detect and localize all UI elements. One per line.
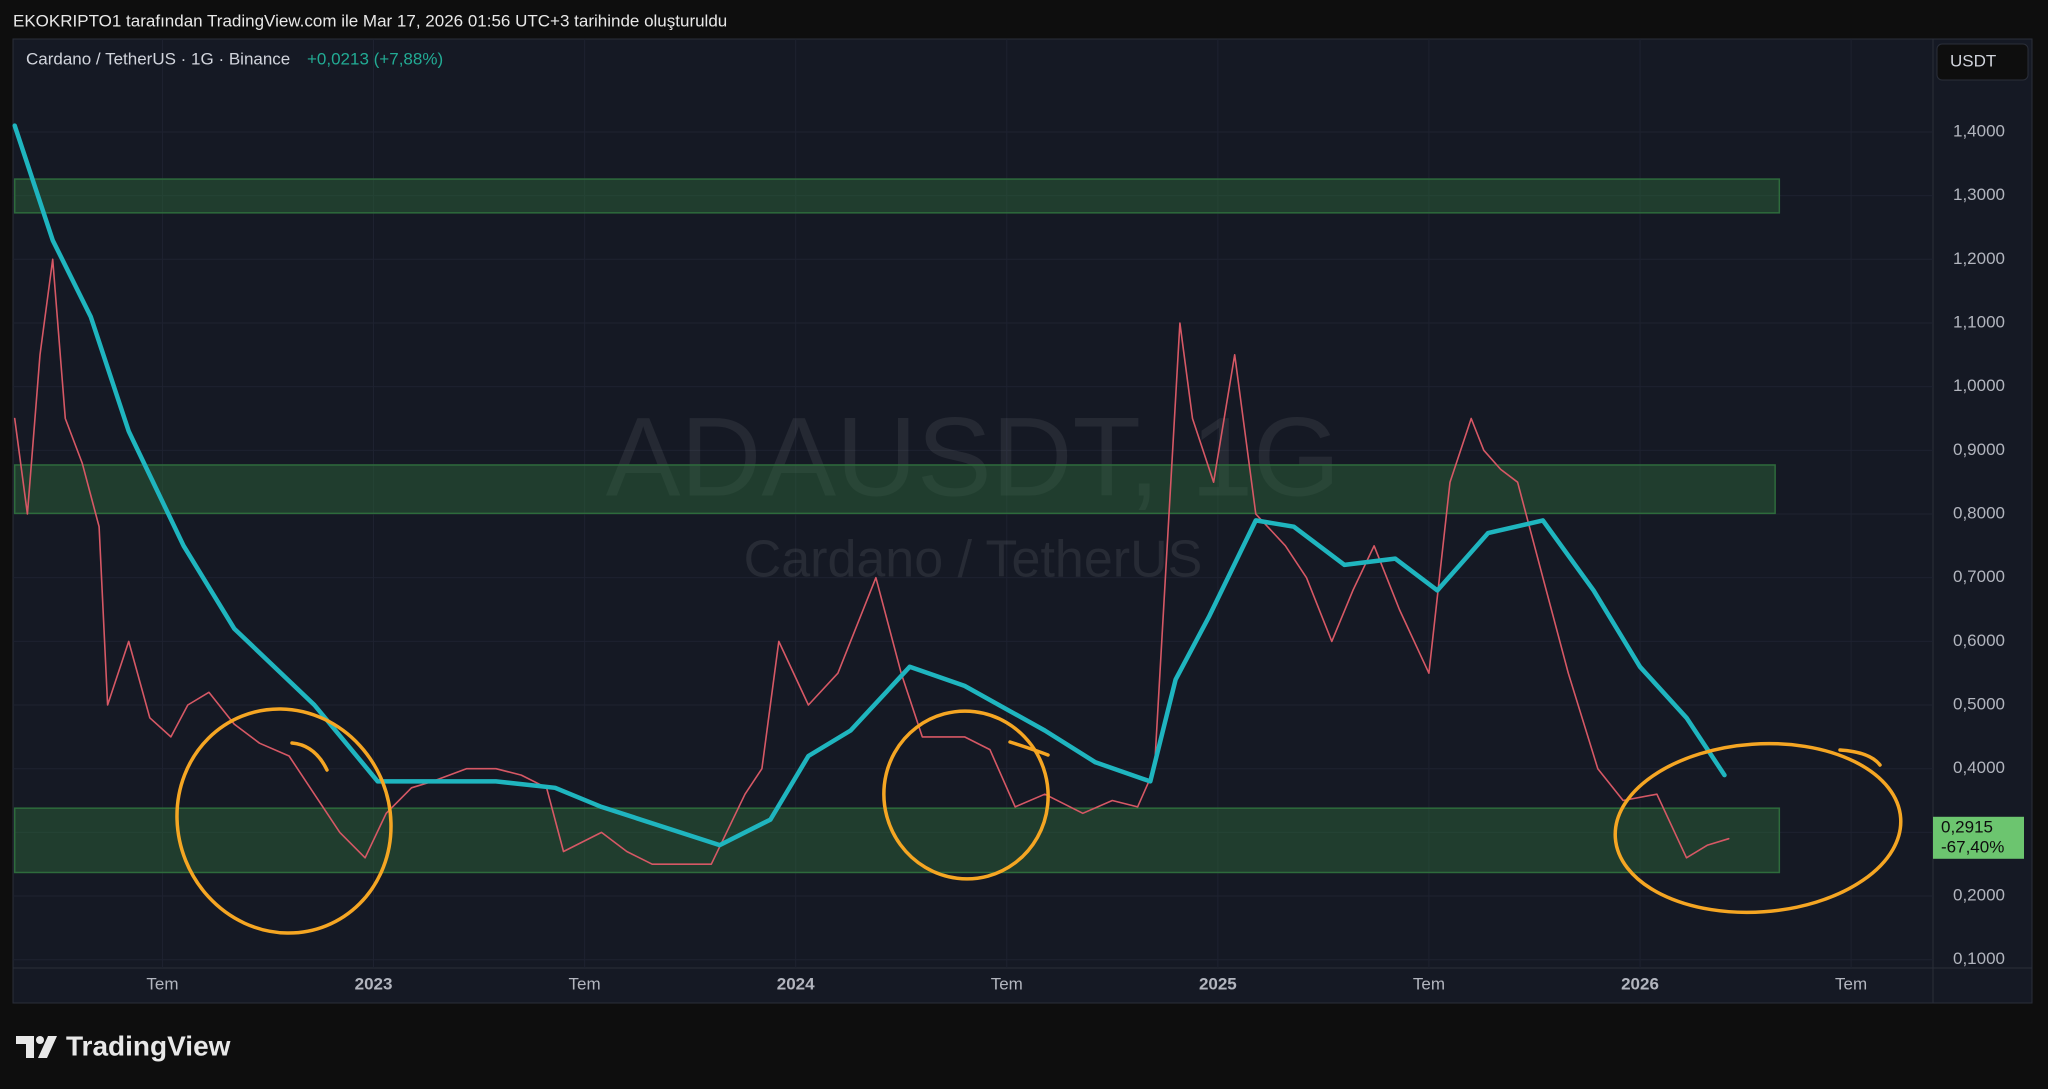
currency-button[interactable] [1936,43,2029,81]
last-price-box [1933,816,2024,859]
price-line [13,258,1730,865]
y-tick-label: 1,0000 [1953,376,2005,395]
y-tick-label: 0,8000 [1953,503,2005,522]
y-tick-label: 0,5000 [1953,695,2005,714]
axes: 0,10000,20000,30000,40000,50000,60000,70… [146,121,2024,993]
zones [13,178,1781,874]
x-tick-label: Tem [1413,974,1445,993]
x-tick-label: 2024 [777,974,815,993]
x-tick-label: 2026 [1621,974,1659,993]
brand-logo [16,1036,57,1058]
y-tick-label: 1,4000 [1953,121,2005,140]
last-price-label: 0,2915 [1941,817,1993,836]
arrow-drawing [1008,740,1050,757]
logo-dot [36,1036,44,1044]
arrow-drawing [290,741,329,772]
circle-drawing [175,707,393,935]
circle-drawing [882,709,1050,881]
y-tick-label: 0,4000 [1953,758,2005,777]
currency-label[interactable]: USDT [1950,51,1996,70]
y-tick-label: 0,9000 [1953,440,2005,459]
y-tick-label: 0,7000 [1953,567,2005,586]
zone [13,464,1776,515]
y-tick-label: 0,6000 [1953,631,2005,650]
legend-symbol: Cardano / TetherUS · 1G · Binance [26,49,290,68]
header-text: EKOKRIPTO1 tarafından TradingView.com il… [13,11,727,30]
arrow-drawing [1838,748,1882,767]
y-tick-label: 1,2000 [1953,249,2005,268]
y-tick-label: 1,3000 [1953,185,2005,204]
brand-name: TradingView [66,1030,231,1061]
x-tick-label: Tem [1835,974,1867,993]
x-tick-label: 2023 [355,974,393,993]
y-tick-label: 0,2000 [1953,886,2005,905]
logo-icon [16,1036,57,1058]
plot [12,123,1730,865]
moving-average [12,123,1727,848]
x-tick-label: Tem [146,974,178,993]
circle-drawing [1613,741,1903,915]
x-tick-label: Tem [569,974,601,993]
x-tick-label: 2025 [1199,974,1237,993]
zone [13,178,1781,214]
x-tick-label: Tem [991,974,1023,993]
y-tick-label: 0,1000 [1953,949,2005,968]
drawings [175,707,1903,935]
grid [13,39,1933,968]
last-price-change: -67,40% [1941,837,2004,856]
legend-change: +0,0213 (+7,88%) [307,49,443,68]
watermark-subtitle: Cardano / TetherUS [744,531,1203,589]
y-tick-label: 1,1000 [1953,312,2005,331]
